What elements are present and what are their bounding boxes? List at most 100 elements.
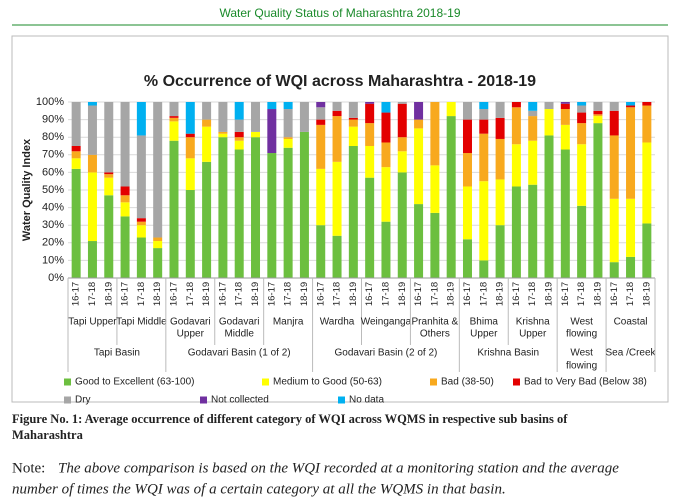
sub-basin-label: Weinganga <box>361 317 412 328</box>
bar-segment <box>153 241 163 249</box>
bar-segment <box>462 153 472 187</box>
x-tick-label: 16-17 <box>71 282 82 306</box>
sub-basin-label: Coastal <box>614 317 648 328</box>
bar-segment <box>185 133 195 138</box>
bar-segment <box>430 212 440 278</box>
bar-segment <box>511 144 521 187</box>
bar-segment <box>609 262 619 278</box>
bar-segment <box>251 102 261 132</box>
bar-segment <box>153 237 163 242</box>
x-tick-label: 16-17 <box>462 282 473 306</box>
legend-label: Good to Excellent (63-100) <box>75 377 195 388</box>
bar-segment <box>544 135 554 278</box>
bar-segment <box>430 165 440 213</box>
bar-segment <box>560 102 570 104</box>
bar-segment <box>218 102 228 132</box>
bar-segment <box>283 138 293 148</box>
bar-segment <box>462 239 472 278</box>
bar-segment <box>479 181 489 261</box>
bar-segment <box>185 158 195 190</box>
bar-segment <box>642 102 652 106</box>
sub-basin-label: Upper <box>470 329 498 340</box>
bar-segment <box>120 102 130 187</box>
y-tick-label: 40% <box>42 202 64 214</box>
legend-swatch <box>430 378 437 386</box>
bar-segment <box>316 225 326 278</box>
bar-segment <box>332 235 342 278</box>
bar-segment <box>104 102 114 173</box>
x-tick-label: 17-18 <box>527 282 538 306</box>
sub-basin-label: Upper <box>177 329 205 340</box>
bar-segment <box>136 221 146 226</box>
bar-segment <box>577 112 587 124</box>
legend-label: No data <box>349 395 384 406</box>
bar-segment <box>234 102 244 120</box>
bar-segment <box>234 131 244 138</box>
x-tick-label: 17-18 <box>380 282 391 306</box>
bar-segment <box>202 161 212 278</box>
bar-segment <box>185 102 195 134</box>
x-tick-label: 17-18 <box>625 282 636 306</box>
x-tick-label: 16-17 <box>217 282 228 306</box>
bar-segment <box>479 133 489 182</box>
x-tick-label: 16-17 <box>413 282 424 306</box>
bar-segment <box>169 140 179 278</box>
sub-basin-label: flowing <box>566 329 597 340</box>
bar-segment <box>348 146 358 278</box>
bar-segment <box>528 116 538 141</box>
bar-segment <box>414 128 424 205</box>
y-tick-label: 0% <box>48 272 64 284</box>
bar-segment <box>153 102 163 238</box>
y-tick-label: 50% <box>42 184 64 196</box>
bar-segment <box>479 260 489 278</box>
bar-segment <box>153 248 163 278</box>
bar-segment <box>593 116 603 124</box>
sub-basin-label: Godavari <box>170 317 211 328</box>
bar-segment <box>609 110 619 136</box>
sub-basin-label: Pranhita & <box>412 317 459 328</box>
bar-segment <box>136 225 146 238</box>
legend-label: Bad to Very Bad (Below 38) <box>524 377 647 388</box>
x-tick-label: 17-18 <box>332 282 343 306</box>
bar-segment <box>462 102 472 120</box>
bar-segment <box>381 221 391 278</box>
bar-segment <box>218 137 228 278</box>
sub-basin-label: Tapi Middle <box>116 317 167 328</box>
legend-swatch <box>338 396 345 404</box>
bar-segment <box>560 149 570 278</box>
basin-label: Krishna Basin <box>477 348 539 359</box>
bar-segment <box>544 102 554 110</box>
bar-segment <box>136 135 146 219</box>
bar-segment <box>381 112 391 143</box>
bar-segment <box>316 119 326 125</box>
bar-segment <box>642 223 652 278</box>
sub-basin-label: West <box>570 317 593 328</box>
bar-segment <box>560 124 570 150</box>
bar-segment <box>316 168 326 226</box>
bar-segment <box>593 110 603 115</box>
bar-segment <box>267 102 277 110</box>
bar-segment <box>348 119 358 127</box>
bar-segment <box>348 126 358 146</box>
bar-segment <box>234 140 244 150</box>
bar-segment <box>626 256 636 278</box>
x-tick-label: 18-19 <box>641 282 652 306</box>
legend-label: Medium to Good (50-63) <box>273 377 382 388</box>
bar-segment <box>218 131 228 134</box>
bar-segment <box>642 142 652 224</box>
bar-segment <box>120 202 130 217</box>
bar-segment <box>528 140 538 185</box>
basin-label: West <box>570 348 593 359</box>
bar-segment <box>609 198 619 263</box>
bar-segment <box>332 102 342 111</box>
bar-segment <box>544 109 554 136</box>
bar-segment <box>479 119 489 134</box>
bar-segment <box>381 142 391 168</box>
bar-segment <box>397 103 407 138</box>
legend-swatch <box>513 378 520 386</box>
bar-segment <box>414 204 424 278</box>
y-tick-label: 70% <box>42 149 64 161</box>
x-tick-label: 18-19 <box>397 282 408 306</box>
sub-basin-label: Others <box>420 329 450 340</box>
bar-segment <box>185 137 195 159</box>
